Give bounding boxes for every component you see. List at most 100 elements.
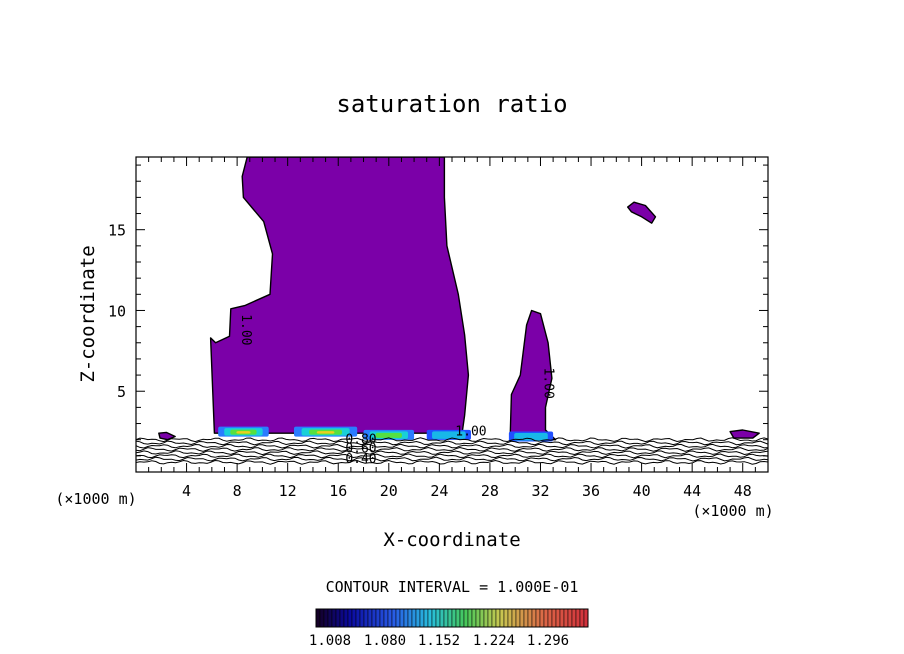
colorbar-cell	[347, 608, 353, 628]
contour-label: 1.00	[540, 367, 555, 398]
x-tick-label: 4	[182, 482, 191, 500]
colorbar-tick-label: 1.008	[309, 633, 351, 649]
colorbar-cell	[411, 608, 417, 628]
y-axis-label: Z-coordinate	[77, 245, 99, 382]
subsaturated-contour-line	[136, 440, 768, 446]
colorbar-cell	[555, 608, 561, 628]
colorbar-cell	[543, 608, 549, 628]
cloud-base-band	[236, 431, 251, 434]
x-tick-label: 48	[734, 482, 752, 500]
contour-label: 1.00	[238, 314, 253, 345]
colorbar-cell	[399, 608, 405, 628]
contour-interval-label: CONTOUR INTERVAL = 1.000E-01	[326, 578, 579, 596]
colorbar-cell	[551, 608, 557, 628]
colorbar-cell	[387, 608, 393, 628]
chart-title: saturation ratio	[336, 90, 567, 118]
colorbar-cell	[351, 608, 357, 628]
cloud-base-band	[514, 432, 548, 441]
colorbar-cell	[327, 608, 333, 628]
colorbar-tick-label: 1.080	[364, 633, 406, 649]
colorbar-tick-label: 1.296	[527, 633, 569, 649]
colorbar-cell	[479, 608, 485, 628]
x-axis-label: X-coordinate	[383, 529, 520, 551]
colorbar-cell	[359, 608, 365, 628]
contour-label: 0.60	[345, 442, 376, 457]
colorbar-cell	[567, 608, 573, 628]
colorbar-cell	[323, 608, 329, 628]
colorbar-cell	[459, 608, 465, 628]
contour-label: 0.80	[345, 433, 376, 448]
y-tick-label: 15	[108, 222, 126, 240]
colorbar-cell	[467, 608, 473, 628]
plot-area: 1.001.000.800.600.401.004 8 12 16 20 24 28 32 36…	[108, 156, 769, 500]
colorbar-tick-label: 1.152	[418, 633, 460, 649]
x-tick-label: 44	[683, 482, 701, 500]
colorbar-cell	[563, 608, 569, 628]
x-tick-label: 20	[380, 482, 398, 500]
subsaturated-contour-line	[136, 453, 768, 459]
colorbar-cell	[383, 608, 389, 628]
colorbar-cell	[439, 608, 445, 628]
colorbar-cell	[419, 608, 425, 628]
colorbar-cell	[415, 608, 421, 628]
plot-inner: 1.00 1.00 0.800.600.40 1.00	[136, 157, 768, 467]
colorbar-cell	[363, 608, 369, 628]
colorbar-cell	[491, 608, 497, 628]
x-tick-label: 12	[279, 482, 297, 500]
colorbar-cell	[443, 608, 449, 628]
y-tick-label: 10	[108, 302, 126, 320]
colorbar-cell	[391, 608, 397, 628]
colorbar: 1.008 1.080 1.152 1.224 1.296	[309, 608, 589, 649]
colorbar-cell	[395, 608, 401, 628]
colorbar-cell	[547, 608, 553, 628]
colorbar-cell	[495, 608, 501, 628]
supersaturated-region	[158, 431, 176, 441]
colorbar-cell	[579, 608, 585, 628]
colorbar-cell	[423, 608, 429, 628]
x-tick-label: 8	[233, 482, 242, 500]
cloud-base-band	[375, 432, 402, 438]
colorbar-tick-label: 1.224	[473, 633, 515, 649]
colorbar-cell	[527, 608, 533, 628]
colorbar-cell	[559, 608, 565, 628]
contour-label: 0.40	[345, 452, 376, 467]
x-tick-label: 36	[582, 482, 600, 500]
colorbar-cell	[339, 608, 345, 628]
supersaturated-region	[509, 309, 557, 441]
colorbar-frame	[315, 608, 589, 628]
x-tick-label: 24	[430, 482, 448, 500]
colorbar-cell	[367, 608, 373, 628]
x-tick-label: 40	[633, 482, 651, 500]
colorbar-cell	[523, 608, 529, 628]
colorbar-cell	[435, 608, 441, 628]
colorbar-cell	[483, 608, 489, 628]
colorbar-cell	[531, 608, 537, 628]
colorbar-cell	[571, 608, 577, 628]
supersaturated-region	[627, 201, 657, 224]
colorbar-cell	[519, 608, 525, 628]
colorbar-cell	[451, 608, 457, 628]
colorbar-cell	[355, 608, 361, 628]
colorbar-cell	[447, 608, 453, 628]
colorbar-cell	[427, 608, 433, 628]
colorbar-cell	[319, 608, 325, 628]
colorbar-cell	[343, 608, 349, 628]
contour-label: 1.00	[455, 425, 486, 440]
supersaturated-region	[729, 429, 760, 439]
colorbar-cell	[475, 608, 481, 628]
x-tick-label: 32	[531, 482, 549, 500]
x-unit-label: (×1000 m)	[55, 490, 136, 508]
subsaturated-contour-line	[136, 459, 768, 465]
colorbar-cell	[335, 608, 341, 628]
x-tick-label: 16	[329, 482, 347, 500]
colorbar-cell	[575, 608, 581, 628]
colorbar-cell	[471, 608, 477, 628]
x-tick-label: 28	[481, 482, 499, 500]
colorbar-cell	[507, 608, 513, 628]
colorbar-cell	[403, 608, 409, 628]
colorbar-cell	[487, 608, 493, 628]
colorbar-cell	[455, 608, 461, 628]
colorbar-cell	[511, 608, 517, 628]
colorbar-cell	[315, 608, 321, 628]
